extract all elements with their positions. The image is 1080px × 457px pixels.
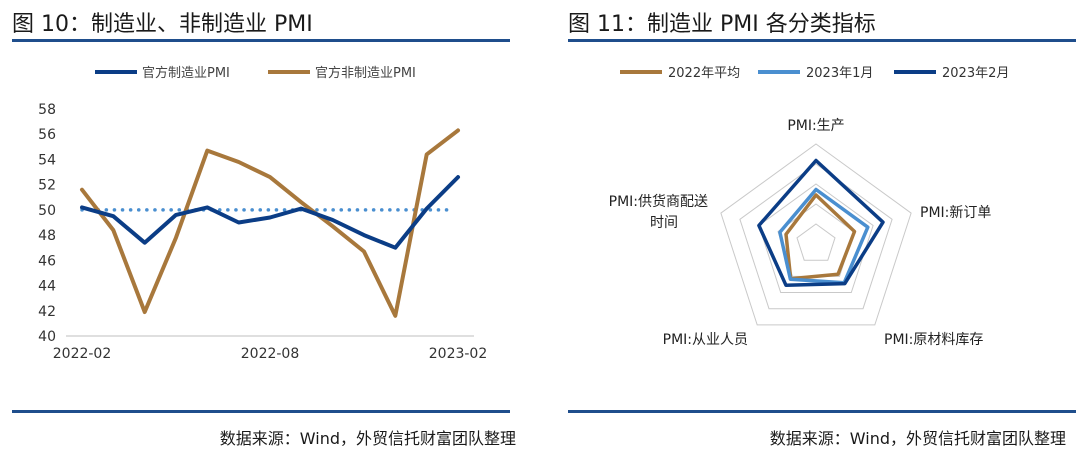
radar-axis-label: PMI:生产 [787,118,844,134]
radar-grid-ring [758,183,874,293]
legend-label: 2023年1月 [806,66,873,81]
y-tick-label: 56 [38,127,56,143]
left-chart-panel: 图 10：制造业、非制造业 PMI 官方制造业PMI 官方非制造业PMI 40 42 4… [0,0,530,457]
radar-axis-label: PMI:供货商配送 [609,193,708,210]
legend-label: 官方非制造业PMI [315,65,416,81]
left-title-rule [12,39,510,42]
radar-axis-label: PMI:从业人员 [663,332,748,348]
right-title-rule [568,39,1076,42]
radar-series-polygon [784,193,857,281]
y-tick-label: 42 [38,304,56,320]
left-chart-title: 图 10：制造业、非制造业 PMI [12,12,313,37]
pmi-radar-chart: 2022年平均 2023年1月 2023年2月 PMI:生产 PMI:新订单 PMI:原材… [609,66,1010,348]
radar-grid-ring [739,163,893,310]
right-chart-title: 图 11：制造业 PMI 各分类指标 [568,12,876,37]
x-tick-label: 2022-02 [53,346,112,362]
y-tick-label: 58 [38,102,56,118]
y-tick-label: 52 [38,178,56,194]
y-tick-label: 48 [38,228,56,244]
radar-grid-ring [796,223,836,261]
radar-grid-ring [720,143,912,326]
right-source-note: 数据来源：Wind，外贸信托财富团队整理 [769,429,1066,448]
series-line-manufacturing [80,175,460,250]
legend-label: 2022年平均 [668,66,740,81]
line-legend: 官方制造业PMI 官方非制造业PMI [95,65,416,81]
left-source-note: 数据来源：Wind，外贸信托财富团队整理 [219,429,516,448]
radar-series-polygon [778,187,870,285]
y-tick-label: 50 [38,203,56,219]
y-tick-label: 44 [38,279,56,295]
series-line-nonmanufacturing [80,128,460,318]
legend-label: 2023年2月 [942,66,1009,81]
pmi-line-chart: 官方制造业PMI 官方非制造业PMI 40 42 44 46 48 50 52 54 56 58 202… [38,65,488,362]
radar-axis-label: PMI:新订单 [920,205,991,221]
radar-series-polygon [757,158,885,288]
x-tick-label: 2022-08 [241,346,300,362]
left-bottom-rule [12,410,510,413]
y-tick-label: 40 [38,329,56,345]
x-tick-label: 2023-02 [429,346,488,362]
y-tick-label: 54 [38,152,56,168]
radar-axis-label: 时间 [650,215,678,231]
radar-legend: 2022年平均 2023年1月 2023年2月 [620,66,1009,81]
y-tick-label: 46 [38,253,56,269]
right-bottom-rule [568,410,1076,413]
legend-label: 官方制造业PMI [142,65,230,81]
radar-axis-label: PMI:原材料库存 [884,332,983,348]
right-chart-panel: 图 11：制造业 PMI 各分类指标 2022年平均 2023年1月 2023年2月… [556,0,1080,457]
